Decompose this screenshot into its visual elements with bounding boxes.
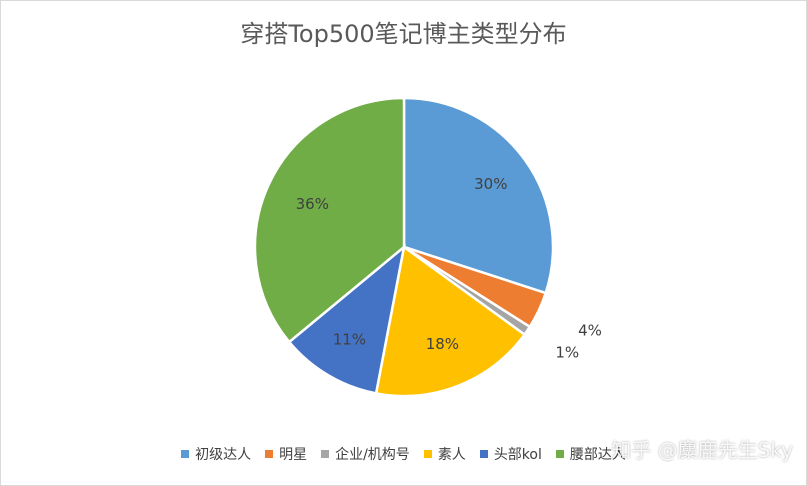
legend-item: 明星: [265, 444, 307, 464]
data-label-5: 11%: [333, 330, 366, 348]
legend-item: 腰部达人: [555, 444, 626, 464]
data-label-3: 1%: [555, 344, 579, 362]
data-label-2: 4%: [578, 322, 602, 340]
legend-label: 明星: [279, 447, 308, 463]
legend-swatch: [321, 450, 330, 458]
pie-slice-4: [374, 244, 527, 398]
legend-label: 头部kol: [493, 447, 542, 463]
legend-label: 素人: [437, 447, 466, 463]
data-label-4: 18%: [426, 335, 459, 353]
legend-item: 素人: [423, 444, 466, 464]
legend-swatch: [555, 450, 564, 458]
watermark: 知乎 @麋鹿先生Sky: [611, 438, 793, 462]
legend-label: 腰部达人: [569, 447, 626, 463]
pie-slice-6: [253, 96, 406, 344]
legend-item: 企业/机构号: [321, 444, 410, 464]
legend-item: 头部kol: [479, 444, 542, 464]
legend-item: 初级达人: [181, 444, 251, 464]
data-label-1: 30%: [474, 175, 507, 193]
legend-swatch: [265, 450, 274, 458]
legend-swatch: [423, 450, 432, 458]
chart-legend: 初级达人 明星 企业/机构号 素人 头部kol 腰部达人: [0, 444, 807, 464]
legend-label: 企业/机构号: [335, 447, 410, 463]
pie-slice-1: [402, 96, 555, 295]
legend-swatch: [181, 450, 190, 458]
legend-label: 初级达人: [195, 447, 252, 463]
data-label-6: 36%: [296, 195, 329, 213]
chart-title: 穿搭Top500笔记博主类型分布: [240, 20, 567, 48]
legend-swatch: [479, 450, 488, 458]
pie-slice-5: [287, 243, 406, 395]
